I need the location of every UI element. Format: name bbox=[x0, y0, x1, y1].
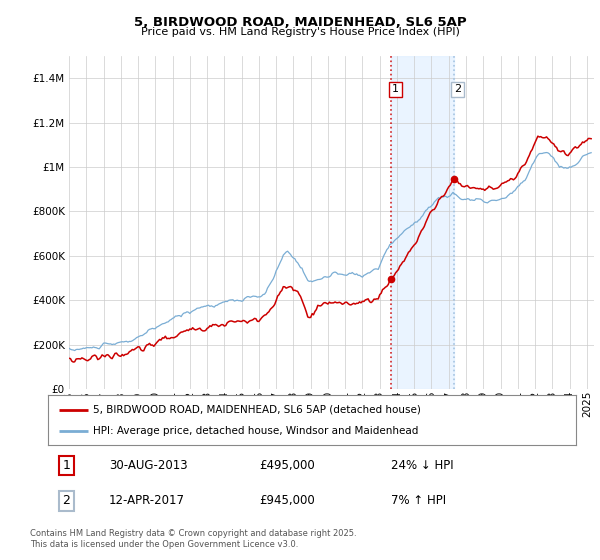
Text: 1: 1 bbox=[62, 459, 70, 472]
Bar bbox=[391, 56, 454, 389]
Text: Contains HM Land Registry data © Crown copyright and database right 2025.
This d: Contains HM Land Registry data © Crown c… bbox=[30, 529, 356, 549]
Text: HPI: Average price, detached house, Windsor and Maidenhead: HPI: Average price, detached house, Wind… bbox=[93, 426, 418, 436]
Text: 12-APR-2017: 12-APR-2017 bbox=[109, 494, 185, 507]
Text: 2: 2 bbox=[62, 494, 70, 507]
Text: £945,000: £945,000 bbox=[259, 494, 315, 507]
Text: 7% ↑ HPI: 7% ↑ HPI bbox=[391, 494, 446, 507]
Text: Price paid vs. HM Land Registry's House Price Index (HPI): Price paid vs. HM Land Registry's House … bbox=[140, 27, 460, 37]
Text: 5, BIRDWOOD ROAD, MAIDENHEAD, SL6 5AP: 5, BIRDWOOD ROAD, MAIDENHEAD, SL6 5AP bbox=[134, 16, 466, 29]
Text: 5, BIRDWOOD ROAD, MAIDENHEAD, SL6 5AP (detached house): 5, BIRDWOOD ROAD, MAIDENHEAD, SL6 5AP (d… bbox=[93, 405, 421, 415]
Text: 24% ↓ HPI: 24% ↓ HPI bbox=[391, 459, 454, 472]
Text: 1: 1 bbox=[392, 85, 399, 94]
Text: 2: 2 bbox=[454, 85, 461, 94]
Text: £495,000: £495,000 bbox=[259, 459, 315, 472]
Text: 30-AUG-2013: 30-AUG-2013 bbox=[109, 459, 187, 472]
